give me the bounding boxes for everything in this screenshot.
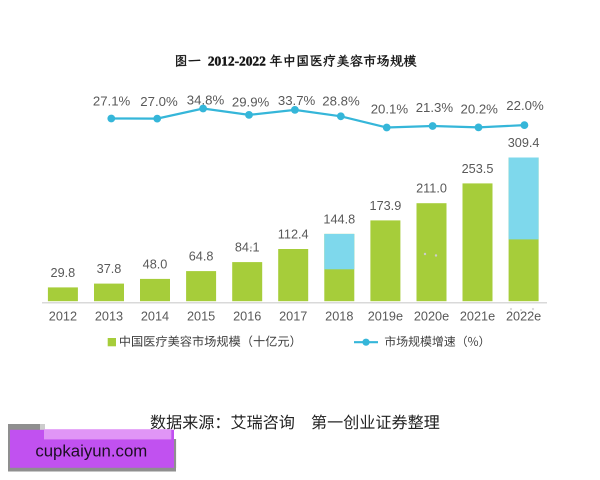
svg-text:2013: 2013 xyxy=(95,310,123,324)
svg-text:2017: 2017 xyxy=(279,310,307,324)
svg-text:37.8: 37.8 xyxy=(97,262,122,276)
svg-text:2016: 2016 xyxy=(233,310,261,324)
svg-text:84.1: 84.1 xyxy=(235,241,260,255)
svg-text:144.8: 144.8 xyxy=(323,212,355,226)
svg-text:253.5: 253.5 xyxy=(462,162,494,176)
svg-text:27.0%: 27.0% xyxy=(140,94,178,109)
svg-text:22.0%: 22.0% xyxy=(506,98,544,113)
svg-text:29.9%: 29.9% xyxy=(232,95,270,110)
svg-text:2022e: 2022e xyxy=(506,310,541,324)
svg-text:33.7%: 33.7% xyxy=(278,93,316,108)
svg-text:309.4: 309.4 xyxy=(508,136,540,150)
svg-text:2015: 2015 xyxy=(187,310,215,324)
svg-text:48.0: 48.0 xyxy=(143,257,168,271)
svg-text:21.3%: 21.3% xyxy=(416,100,454,115)
svg-text:2014: 2014 xyxy=(141,310,169,324)
svg-text:211.0: 211.0 xyxy=(416,182,447,196)
svg-text:27.1%: 27.1% xyxy=(93,94,131,109)
svg-text:2020e: 2020e xyxy=(414,310,449,324)
svg-text:cupkaiyun.com: cupkaiyun.com xyxy=(35,442,147,461)
svg-text:2018: 2018 xyxy=(325,310,353,324)
svg-text:112.4: 112.4 xyxy=(278,228,309,242)
svg-text:2012: 2012 xyxy=(49,310,77,324)
svg-text:2019e: 2019e xyxy=(368,310,403,324)
svg-text:173.9: 173.9 xyxy=(370,199,402,213)
svg-text:29.8: 29.8 xyxy=(51,266,76,280)
svg-text:2021e: 2021e xyxy=(460,310,495,324)
svg-text:28.8%: 28.8% xyxy=(322,94,360,109)
svg-text:34.8%: 34.8% xyxy=(187,92,225,107)
svg-text:64.8: 64.8 xyxy=(189,250,214,264)
svg-text:20.2%: 20.2% xyxy=(460,102,498,117)
svg-text:20.1%: 20.1% xyxy=(371,102,409,117)
